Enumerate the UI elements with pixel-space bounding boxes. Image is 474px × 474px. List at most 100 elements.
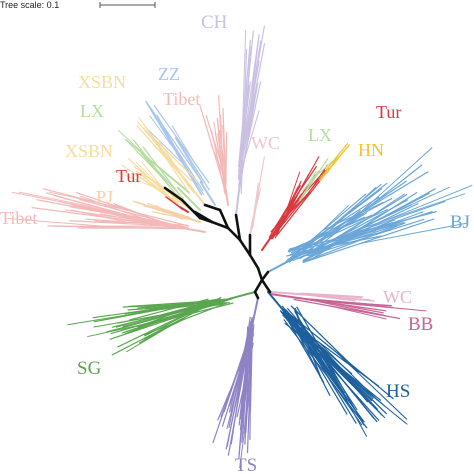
tree-branch [151,211,187,220]
tree-branch [289,213,365,260]
tree-branch [171,125,195,163]
tree-branch [126,140,160,176]
tree-branch [285,193,367,263]
tree-branch [145,127,184,164]
tree-branch [153,137,195,194]
tree-branch [126,320,180,353]
tree-branch [241,84,248,135]
tree-branch [67,307,170,326]
tree-branch [274,180,302,239]
tree-branch [327,305,387,320]
clade-lx-1 [117,129,201,211]
clade-ts [212,297,259,469]
clade-pj [132,200,201,223]
tree-branch [241,324,252,443]
tree-branch [328,186,377,232]
tree-branch [18,191,107,210]
tree-branch [302,218,435,263]
tree-branch [293,298,401,320]
clade-stem [267,247,313,273]
label-tibet-1: Tibet [163,89,200,109]
tree-backbone [163,186,272,300]
backbone-branch [260,270,270,282]
tree-branch [31,207,189,229]
clade-tur-2 [261,156,329,251]
tree-branch [79,198,177,227]
label-hn: HN [358,140,384,160]
clade-stem [176,186,201,211]
tree-branch [322,201,384,231]
clade-ch [235,25,266,216]
tree-branch [356,303,427,312]
tree-branch [175,137,210,191]
tree-branch [71,204,168,228]
label-sg: SG [77,358,102,379]
tree-branch [281,309,365,423]
tree-branch [246,73,257,142]
tree-branch [47,225,186,230]
tree-branch [308,170,317,184]
tree-branch [133,173,176,203]
tree-branch [314,295,371,301]
tree-branch [271,166,317,233]
backbone-branch [203,203,222,212]
tree-branch [213,121,220,156]
clade-wc-2 [269,291,376,302]
tree-branch [305,170,319,192]
tree-branch [100,210,155,223]
tree-branch [286,310,354,383]
tree-branch [249,332,253,412]
label-pj: PJ [96,187,113,207]
tree-branch [148,159,190,194]
clade-sg [67,291,256,356]
clade-zz [145,100,216,206]
label-wc-1: WC [251,133,280,153]
label-ch: CH [201,12,228,33]
tree-branch [58,201,189,228]
tree-branch [238,25,265,171]
tree-branch [124,138,187,190]
tree-branch [117,296,222,348]
tree-branch [122,299,223,328]
label-xsbn-2: XSBN [65,141,113,161]
tree-branch [240,328,250,429]
label-wc-2: WC [383,287,412,307]
label-bb: BB [408,314,433,335]
tree-branch [271,193,303,235]
tree-branch [359,147,433,214]
clade-hs [267,291,408,437]
backbone-branch [248,253,260,270]
tree-branch [42,188,190,227]
clade-xsbn-1 [136,117,206,206]
label-ts: TS [235,455,257,474]
tree-branch [141,161,164,189]
clade-wc-1 [249,156,265,236]
clade-hn [319,143,350,181]
backbone-branch [163,186,184,202]
tree-branch [217,118,223,164]
tree-branch [286,171,301,210]
backbone-branch [193,210,214,224]
backbone-branch [180,198,202,220]
tree-branch [293,209,388,254]
backbone-branch [210,220,230,230]
tree-branch [222,113,225,153]
tree-branch [310,299,387,312]
tree-branch [308,298,386,317]
tree-branch [210,144,227,181]
tree-branch [360,222,468,244]
tree-branch [329,221,399,247]
clade-tibet-left [7,188,206,233]
tree-branch [174,137,204,184]
backbone-branch [234,213,242,242]
label-zz: ZZ [158,64,180,84]
label-tibet-2: Tibet [0,208,37,228]
tree-branch [309,342,345,394]
tree-branch [246,323,252,409]
tree-branch [140,151,183,198]
tree-branch [291,211,437,252]
tree-branch [135,162,159,185]
backbone-branch [260,278,272,294]
tree-branch [133,165,183,204]
